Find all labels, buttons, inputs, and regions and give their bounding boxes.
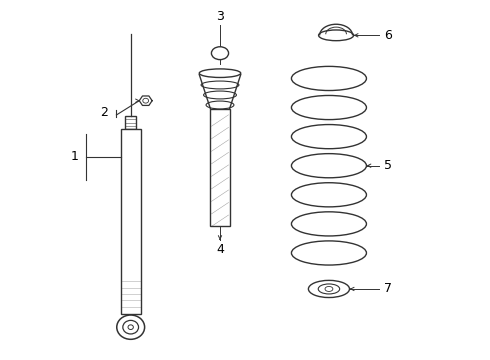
Text: 4: 4 (216, 243, 224, 256)
Text: 3: 3 (216, 10, 224, 23)
Bar (210, 109, 230, 226)
Text: 6: 6 (384, 29, 392, 42)
Ellipse shape (117, 315, 145, 339)
Ellipse shape (206, 101, 234, 109)
Ellipse shape (128, 325, 133, 329)
Ellipse shape (318, 284, 340, 294)
Ellipse shape (308, 280, 349, 297)
Text: 2: 2 (100, 106, 108, 120)
Bar (125, 116, 136, 129)
Ellipse shape (318, 30, 354, 41)
Text: 1: 1 (70, 150, 78, 163)
Ellipse shape (211, 47, 228, 60)
Text: 7: 7 (384, 283, 392, 296)
Ellipse shape (123, 320, 139, 334)
Ellipse shape (199, 69, 241, 77)
Ellipse shape (325, 287, 333, 292)
Ellipse shape (143, 98, 148, 103)
Ellipse shape (203, 91, 237, 99)
Bar (121, 129, 141, 314)
Ellipse shape (201, 81, 239, 89)
Text: 5: 5 (384, 159, 392, 172)
